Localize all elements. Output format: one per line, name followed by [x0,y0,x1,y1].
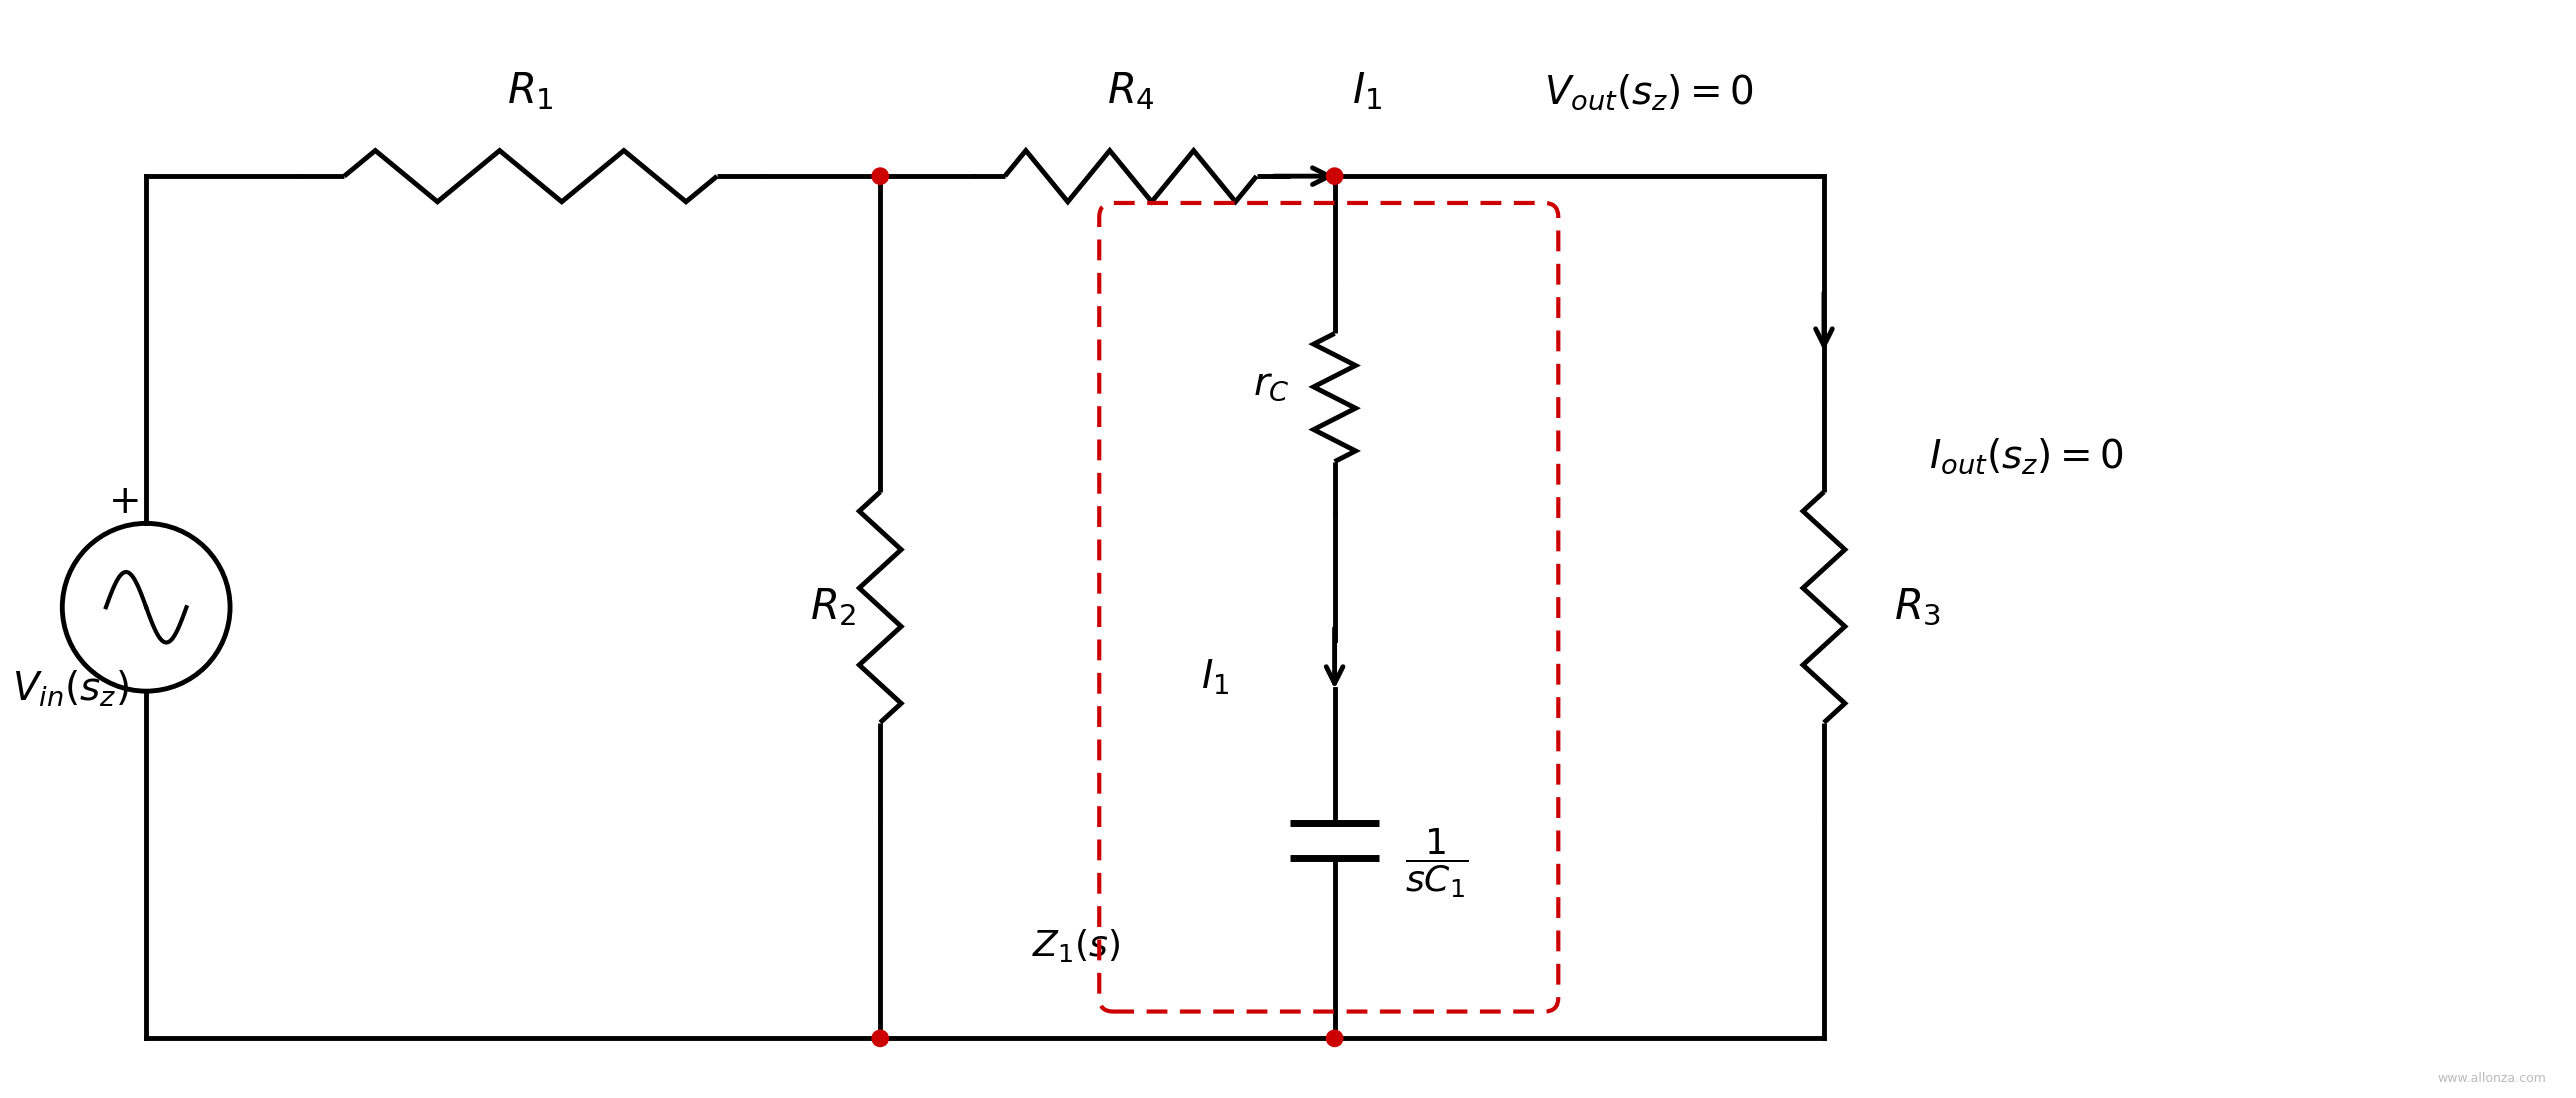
Text: $V_{out}\left(s_z\right)=0$: $V_{out}\left(s_z\right)=0$ [1546,72,1754,112]
Circle shape [873,1030,889,1046]
Text: $r_C$: $r_C$ [1252,369,1291,403]
Circle shape [873,168,889,184]
Text: $R_2$: $R_2$ [811,586,858,628]
Text: $+$: $+$ [108,483,139,522]
Text: www.allonza.com: www.allonza.com [2437,1072,2545,1085]
Text: $Z_1\left(s\right)$: $Z_1\left(s\right)$ [1030,927,1121,964]
Text: $R_4$: $R_4$ [1108,70,1154,112]
Text: $R_3$: $R_3$ [1893,586,1942,628]
Text: $I_1$: $I_1$ [1352,70,1383,112]
Text: $\dfrac{1}{sC_1}$: $\dfrac{1}{sC_1}$ [1404,827,1468,900]
Text: $I_1$: $I_1$ [1200,658,1229,697]
Circle shape [1327,168,1342,184]
Text: $R_1$: $R_1$ [507,70,554,112]
Text: $V_{in}\left(s_z\right)$: $V_{in}\left(s_z\right)$ [13,669,129,709]
Text: $I_{out}\left(s_z\right)=0$: $I_{out}\left(s_z\right)=0$ [1929,436,2123,475]
Circle shape [1327,1030,1342,1046]
